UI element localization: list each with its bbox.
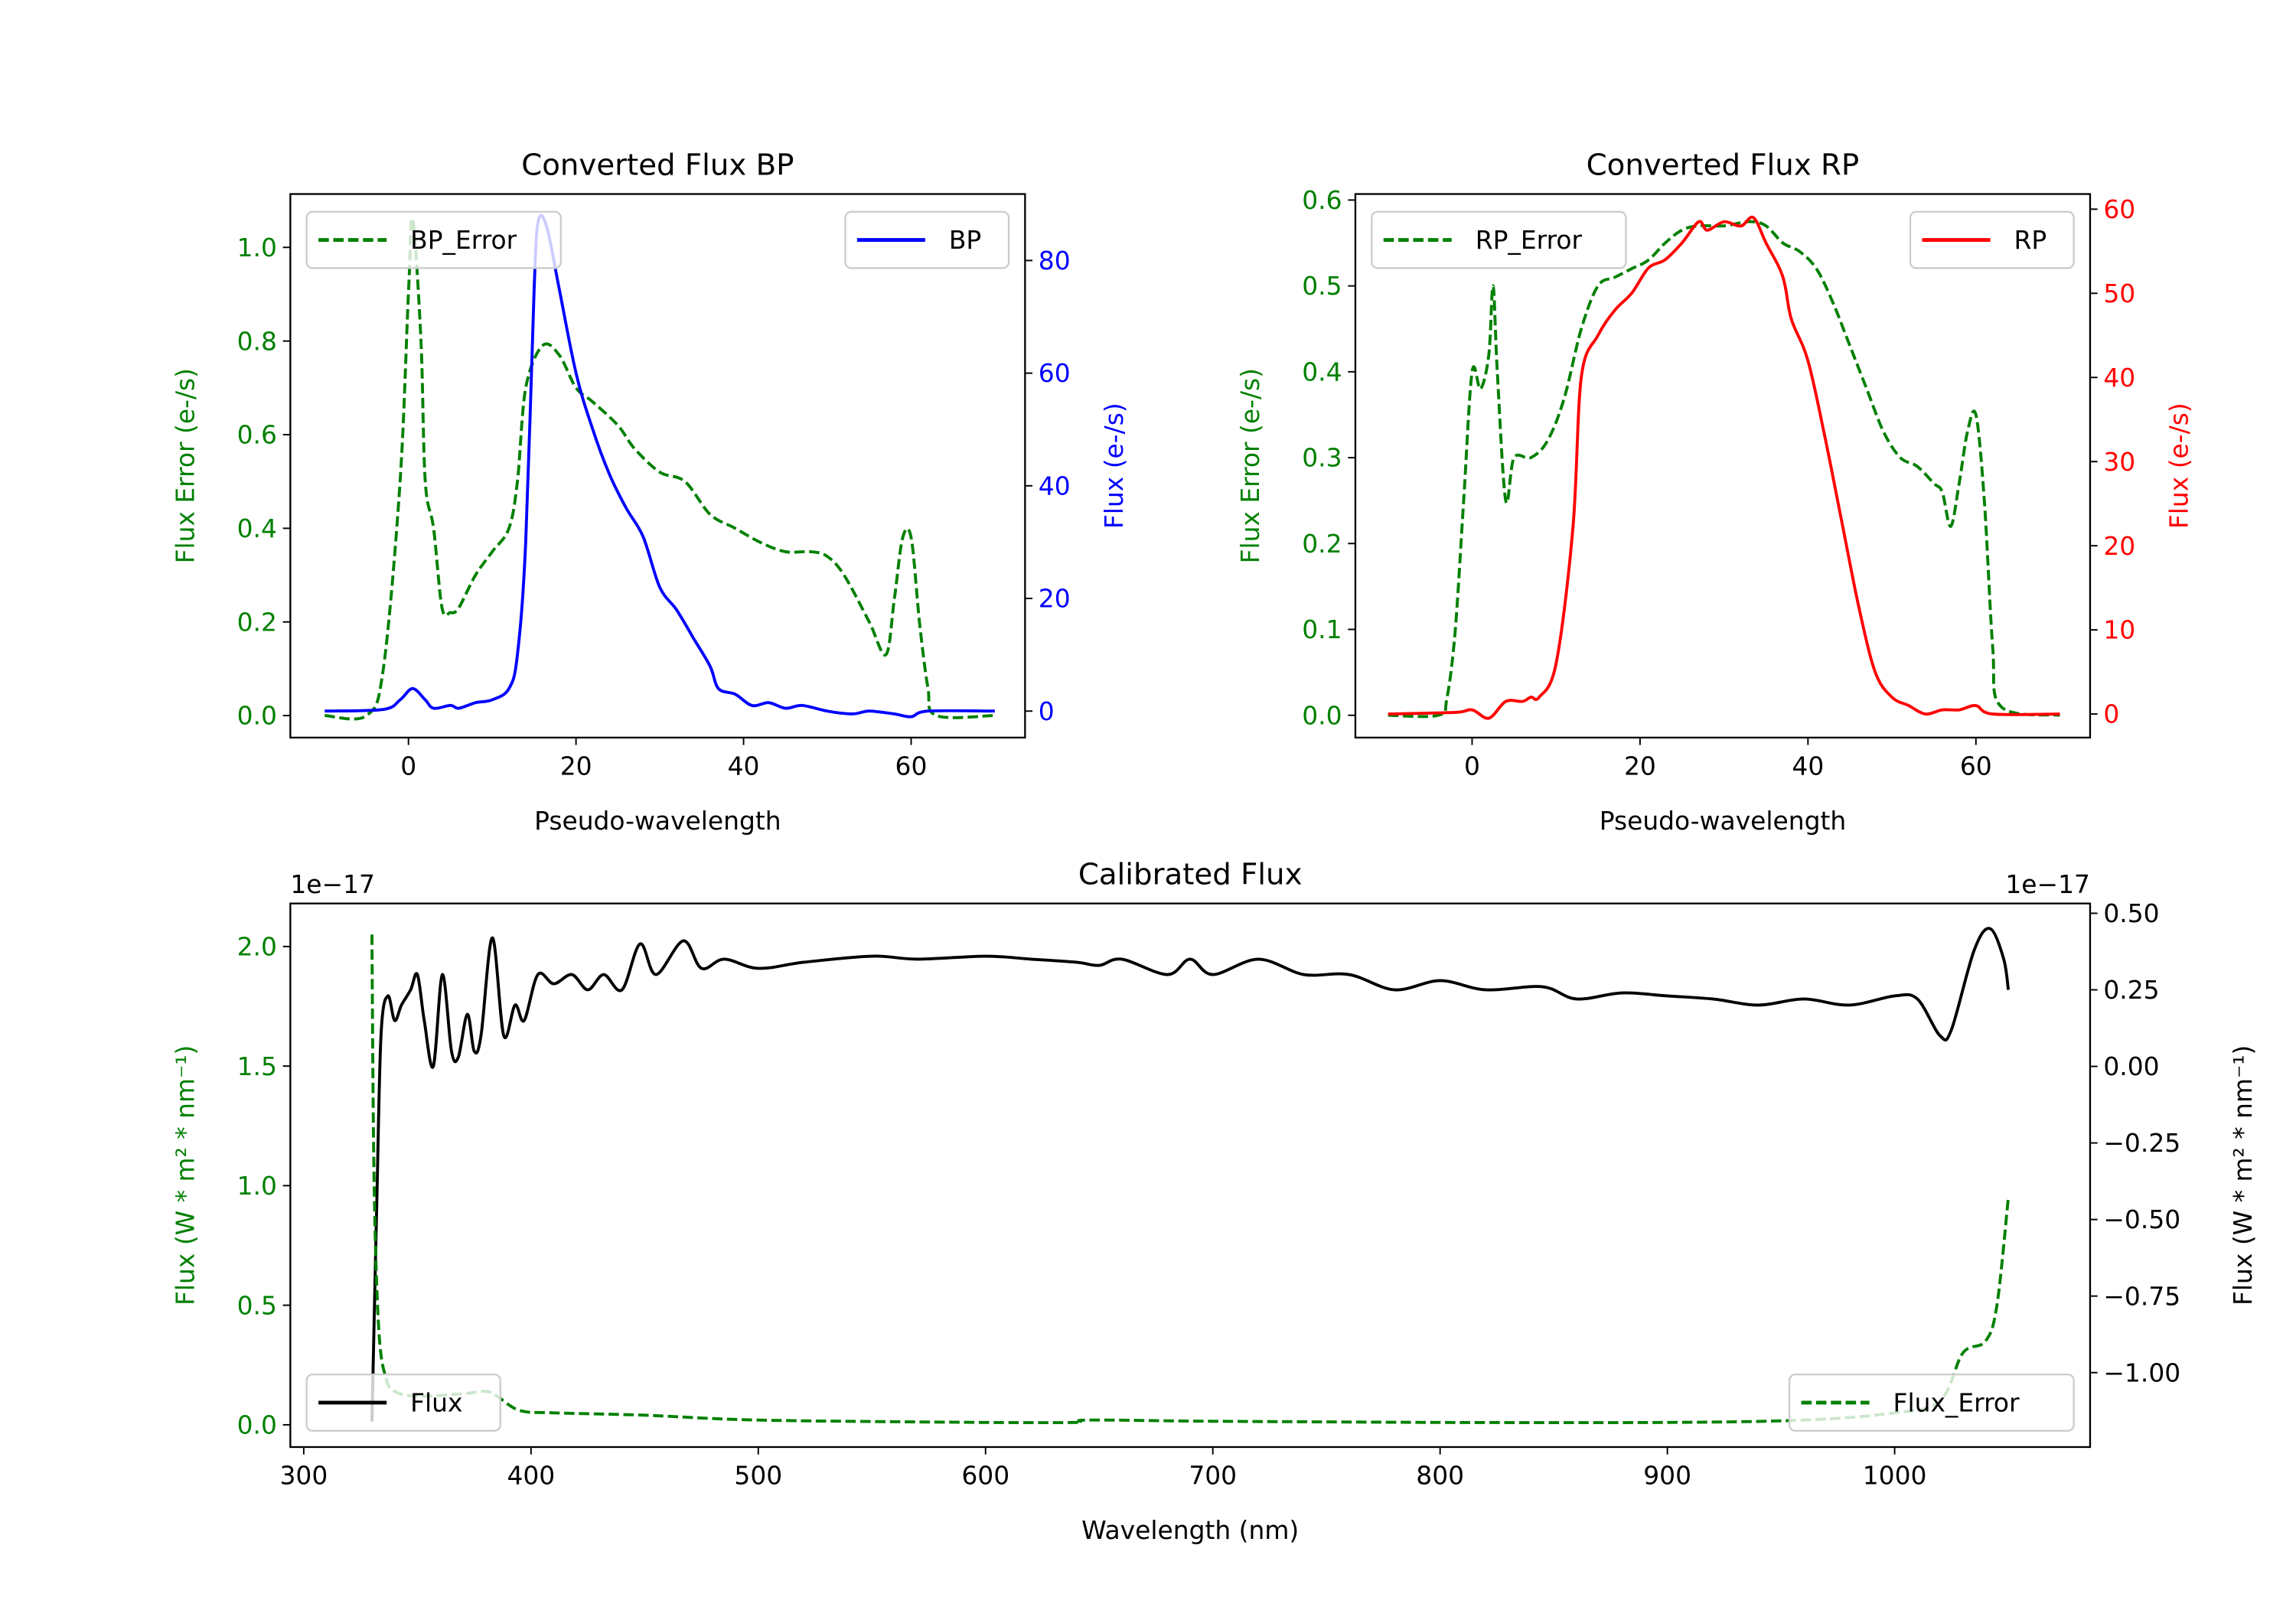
y-right-tick-label: −1.00: [2103, 1358, 2180, 1387]
legend-box: [1788, 1373, 2075, 1432]
series-line-bp-error: [325, 217, 995, 721]
y-axis-label-right: Flux (W * m² * nm⁻¹): [2228, 1045, 2258, 1305]
y-tick-label: 0.4: [237, 513, 277, 543]
y-tick-label: 0.8: [237, 326, 277, 356]
y-tick-label: 2.0: [237, 932, 277, 962]
legend-label: BP: [949, 225, 981, 255]
y-right-tick-label: 10: [2103, 615, 2135, 645]
y-tick-label: 0.4: [1302, 357, 1342, 386]
y-tick-label: 0.3: [1302, 443, 1342, 473]
y-right-tick-label: 50: [2103, 279, 2135, 308]
y-right-tick-label: 0.50: [2103, 898, 2159, 928]
offset-text-left: 1e−17: [290, 869, 375, 899]
x-tick-label: 20: [560, 751, 592, 781]
legend-bp-error: BP_Error: [305, 210, 562, 269]
legend-box: [305, 1373, 501, 1432]
x-tick-label: 300: [279, 1460, 328, 1490]
y-tick-label: 0.6: [1302, 185, 1342, 215]
series-line-bp: [325, 214, 995, 719]
legend-label: Flux: [410, 1388, 462, 1418]
axes-frame: [1354, 193, 2092, 739]
y-tick-label: 0.5: [1302, 271, 1342, 301]
y-right-tick-label: 40: [2103, 363, 2135, 393]
x-axis-label: Pseudo-wavelength: [1600, 806, 1847, 836]
chart-title: Calibrated Flux: [1078, 857, 1303, 892]
y-right-tick-label: 80: [1039, 246, 1071, 275]
y-tick-label: 0.1: [1302, 614, 1342, 644]
y-right-tick-label: 0: [2103, 699, 2119, 729]
series-line-flux-error: [370, 934, 2011, 1425]
y-tick-label: 0.5: [237, 1290, 277, 1320]
y-tick-label: 0.0: [237, 1410, 277, 1440]
y-right-tick-label: −0.75: [2103, 1281, 2180, 1311]
x-tick-label: 600: [961, 1460, 1009, 1490]
y-right-tick-label: 30: [2103, 447, 2135, 477]
y-tick-label: 0.2: [1302, 529, 1342, 559]
cal-chart: 300 400 500 600 700 800 900 1000 0.0 0.5 1.0 1.5 2.0…: [171, 857, 2258, 1544]
legend-box: [305, 210, 562, 269]
y-right-tick-label: 60: [1039, 358, 1071, 388]
y-tick-label: 0.0: [237, 701, 277, 731]
legend-label: Flux_Error: [1893, 1388, 2020, 1418]
y-axis-label-left: Flux Error (e-/s): [171, 368, 201, 563]
y-tick-label: 0.2: [237, 607, 277, 637]
x-tick-label: 800: [1416, 1460, 1464, 1490]
x-tick-label: 60: [895, 751, 928, 781]
legend-flux: Flux: [305, 1373, 501, 1432]
legend-label: RP_Error: [1476, 225, 1583, 255]
axes-frame: [289, 902, 2092, 1449]
bp-chart: 0 20 40 60 0.0 0.2 0.4 0.6 0.8 1.0 0 20 40 60 80 Conver…: [171, 148, 1130, 835]
x-tick-label: 40: [1792, 751, 1824, 781]
y-axis-label-right: Flux (e-/s): [1099, 403, 1129, 529]
series-line-rp-error: [1388, 220, 2060, 719]
y-right-tick-label: 20: [2103, 531, 2135, 561]
legend-box: [1909, 210, 2075, 269]
series-line-flux: [370, 927, 2011, 1422]
x-tick-label: 900: [1643, 1460, 1691, 1490]
x-tick-label: 60: [1960, 751, 1992, 781]
y-right-tick-label: −0.25: [2103, 1128, 2180, 1158]
legend-bp: BP: [844, 210, 1010, 269]
y-tick-label: 0.0: [1302, 700, 1342, 730]
chart-title: Converted Flux BP: [521, 148, 794, 182]
legend-label: BP_Error: [410, 225, 517, 255]
series-line-rp: [1388, 215, 2060, 720]
x-tick-label: 40: [728, 751, 760, 781]
y-right-tick-label: 40: [1039, 471, 1071, 500]
x-tick-label: 1000: [1863, 1460, 1927, 1490]
y-tick-label: 0.6: [237, 420, 277, 450]
y-right-tick-label: 20: [1039, 584, 1071, 614]
y-right-tick-label: 0.00: [2103, 1051, 2159, 1081]
y-right-tick-label: −0.50: [2103, 1204, 2180, 1234]
x-tick-label: 0: [1464, 751, 1480, 781]
x-tick-label: 400: [507, 1460, 555, 1490]
y-right-tick-label: 0: [1039, 696, 1055, 726]
x-tick-label: 0: [400, 751, 416, 781]
legend-rp-error: RP_Error: [1371, 210, 1627, 269]
x-axis-label: Wavelength (nm): [1081, 1515, 1299, 1545]
y-tick-label: 1.0: [237, 1171, 277, 1201]
chart-title: Converted Flux RP: [1587, 148, 1860, 182]
legend-rp: RP: [1909, 210, 2075, 269]
legend-box: [1371, 210, 1627, 269]
y-axis-label-left: Flux (W * m² * nm⁻¹): [171, 1045, 201, 1305]
y-tick-label: 1.5: [237, 1051, 277, 1081]
y-right-tick-label: 0.25: [2103, 975, 2159, 1005]
y-right-tick-label: 60: [2103, 194, 2135, 224]
legend-label: RP: [2014, 225, 2047, 255]
x-axis-label: Pseudo-wavelength: [534, 806, 781, 836]
x-tick-label: 500: [734, 1460, 782, 1490]
x-tick-label: 700: [1189, 1460, 1237, 1490]
offset-text-right: 1e−17: [2005, 869, 2090, 899]
y-axis-label-left: Flux Error (e-/s): [1235, 368, 1265, 563]
x-tick-label: 20: [1624, 751, 1656, 781]
y-axis-label-right: Flux (e-/s): [2164, 403, 2194, 529]
axes-frame: [289, 193, 1026, 739]
rp-chart: 0 20 40 60 0.0 0.1 0.2 0.3 0.4 0.5 0.6 0 10 20 30 40 50 6…: [1235, 148, 2194, 835]
legend-flux-error: Flux_Error: [1788, 1373, 2075, 1432]
y-tick-label: 1.0: [237, 233, 277, 262]
legend-box: [844, 210, 1010, 269]
